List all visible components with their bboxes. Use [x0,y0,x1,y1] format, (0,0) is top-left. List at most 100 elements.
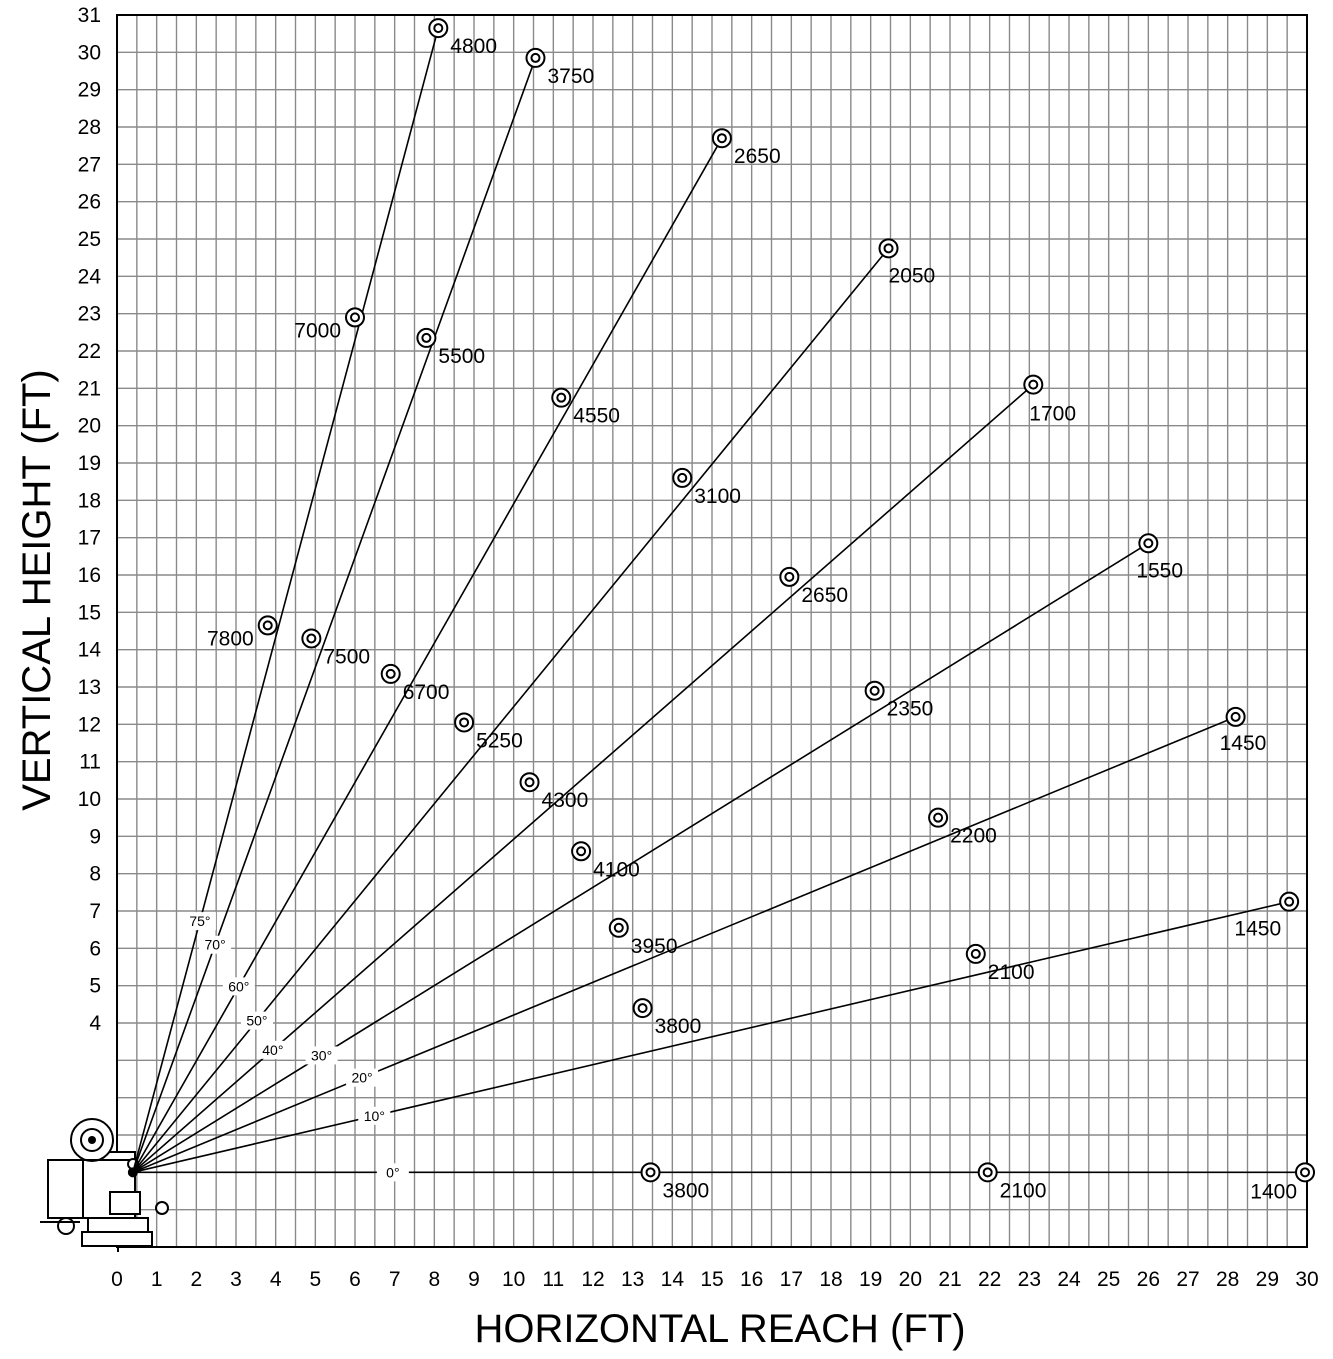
y-tick-label: 19 [78,452,101,475]
y-tick-label: 16 [78,564,101,587]
angle-label-bg [376,1163,409,1182]
boom-line [132,247,890,1173]
x-tick-label: 0 [111,1268,123,1291]
tick-labels: 0 1 2 3 4 5 6 7 8 9 10 11 12 13 14 15 16 17 18 19 20 21 22 23 24… [78,4,1319,1291]
angle-label-bg [358,1106,391,1125]
point-label: 3800 [655,1015,702,1038]
point-label: 2350 [887,698,934,721]
point-label: 3950 [631,935,678,958]
x-tick-label: 26 [1137,1268,1160,1291]
x-tick-label: 21 [938,1268,961,1291]
point-label: 3100 [694,485,741,508]
boom-pivot [127,1167,138,1178]
x-tick-label: 18 [819,1268,842,1291]
y-tick-label: 24 [78,265,102,288]
x-tick-label: 16 [740,1268,763,1291]
y-tick-label: 6 [89,937,101,960]
data-point-inner [1143,538,1154,549]
angle-label-bg [305,1046,338,1065]
data-point-inner [970,948,981,959]
point-label: 1550 [1136,559,1183,582]
data-point-inner [613,922,624,933]
x-tick-label: 17 [780,1268,803,1291]
data-point-inner [1230,711,1241,722]
point-label: 2650 [734,145,781,168]
x-tick-label: 14 [661,1268,685,1291]
y-tick-label: 31 [78,4,101,27]
data-point-inner [883,243,894,254]
point-label: 4100 [593,858,640,881]
x-tick-label: 1 [151,1268,163,1291]
x-tick-label: 12 [581,1268,604,1291]
boom-line [132,137,723,1173]
angle-label: 60° [228,978,249,994]
angle-label-bg [240,1011,273,1030]
y-tick-label: 20 [78,415,101,438]
angle-label-bg [222,977,255,996]
x-tick-label: 24 [1057,1268,1081,1291]
y-tick-label: 17 [78,527,101,550]
y-tick-label: 15 [78,601,101,624]
y-tick-label: 14 [78,639,102,662]
data-point-inner [784,571,795,582]
x-tick-label: 5 [309,1268,321,1291]
point-label: 2100 [988,961,1035,984]
y-tick-label: 5 [89,975,101,998]
data-point-inner [982,1167,993,1178]
point-label: 7800 [207,627,254,650]
x-tick-label: 20 [899,1268,922,1291]
x-tick-label: 8 [428,1268,440,1291]
data-point-inner [524,777,535,788]
data-point-inner [385,668,396,679]
y-tick-label: 9 [89,825,101,848]
data-point-inner [1300,1167,1311,1178]
y-tick-label: 29 [78,79,101,102]
x-tick-label: 29 [1256,1268,1279,1291]
x-tick-label: 15 [700,1268,723,1291]
y-tick-label: 27 [78,153,101,176]
data-point-inner [262,620,273,631]
angle-label-bg [183,912,216,931]
data-point-inner [306,633,317,644]
crane-base-illustration [40,1118,169,1252]
data-point-inner [556,392,567,403]
y-tick-label: 26 [78,191,101,214]
angle-label: 70° [205,937,226,953]
data-point-inner [645,1167,656,1178]
point-labels: 75° 7800 7000 4800 70° 7500 5500 3750 60° 6700 455… [189,35,1297,1203]
data-point-inner [1284,896,1295,907]
y-tick-label: 30 [78,41,101,64]
x-tick-label: 13 [621,1268,644,1291]
data-point-inner [869,685,880,696]
x-tick-label: 23 [1018,1268,1041,1291]
point-label: 6700 [403,681,450,704]
data-point-inner [433,23,444,34]
data-point-inner [576,846,587,857]
x-tick-label: 25 [1097,1268,1120,1291]
point-label: 4800 [450,35,497,58]
point-label: 2050 [889,264,936,287]
plot-frame [116,14,1308,1248]
data-point-inner [933,812,944,823]
point-label: 3800 [663,1179,710,1202]
point-label: 5500 [438,345,485,368]
x-tick-label: 30 [1295,1268,1318,1291]
x-tick-label: 27 [1176,1268,1199,1291]
point-label: 1700 [1029,403,1076,426]
data-point-inner [350,312,360,323]
angle-label-bg [199,935,232,954]
data-point-inner [637,1003,648,1014]
boom-angle-lines [127,18,1316,1183]
data-point-inner [1028,379,1039,390]
boom-line [132,900,1290,1174]
x-tick-label: 11 [542,1268,564,1291]
y-tick-label: 28 [78,116,101,139]
angle-label: 10° [364,1108,385,1124]
y-tick-label: 22 [78,340,101,363]
data-point-inner [677,472,688,483]
y-tick-label: 12 [78,713,101,736]
y-tick-label: 21 [78,377,101,400]
point-label: 2650 [801,584,848,607]
y-tick-label: 23 [78,303,101,326]
